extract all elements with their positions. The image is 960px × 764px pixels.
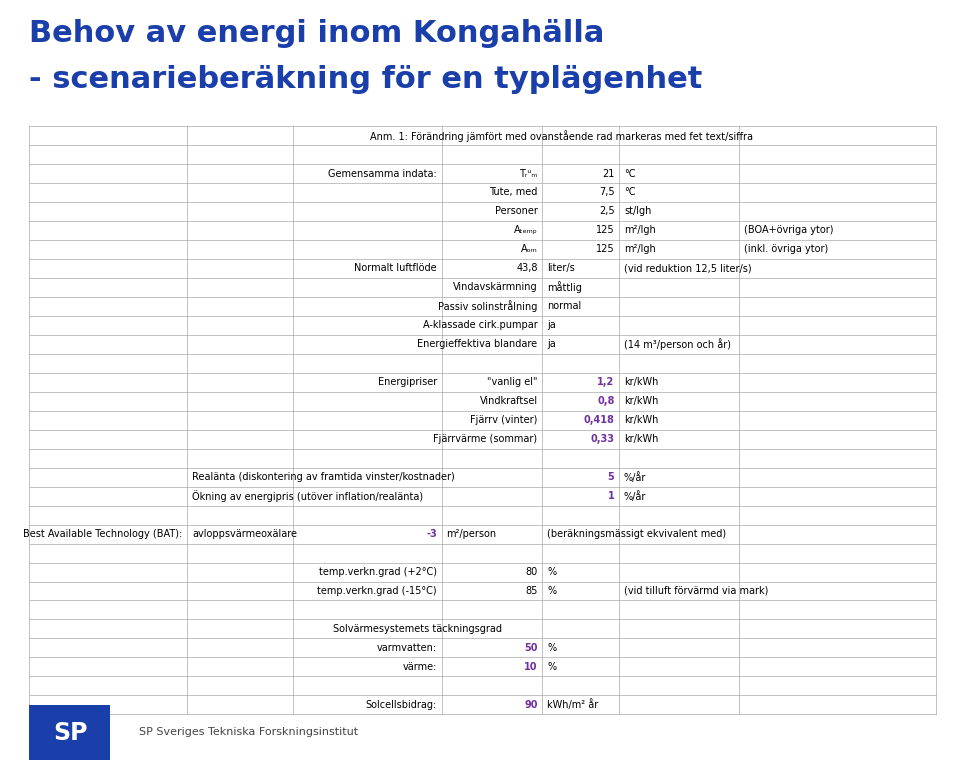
Text: %: % (547, 662, 557, 672)
Text: 125: 125 (596, 244, 614, 254)
Text: m²/lgh: m²/lgh (624, 225, 656, 235)
Text: 2,5: 2,5 (599, 206, 614, 216)
Text: värme:: värme: (402, 662, 437, 672)
Text: °C: °C (624, 169, 636, 179)
Text: 50: 50 (524, 643, 538, 653)
Text: kr/kWh: kr/kWh (624, 397, 659, 406)
Text: Tᵣᵘₘ: Tᵣᵘₘ (519, 169, 538, 179)
Text: 5: 5 (608, 472, 614, 482)
Text: kr/kWh: kr/kWh (624, 415, 659, 426)
Text: kr/kWh: kr/kWh (624, 434, 659, 444)
Text: (vid tilluft förvärmd via mark): (vid tilluft förvärmd via mark) (624, 586, 768, 596)
Text: (14 m³/person och år): (14 m³/person och år) (624, 338, 731, 350)
Text: m²/lgh: m²/lgh (624, 244, 656, 254)
Text: (vid reduktion 12,5 liter/s): (vid reduktion 12,5 liter/s) (624, 264, 752, 274)
Text: Behov av energi inom Kongahälla: Behov av energi inom Kongahälla (29, 19, 604, 48)
Text: temp.verkn.grad (+2°C): temp.verkn.grad (+2°C) (319, 567, 437, 577)
Text: Vindkraftsel: Vindkraftsel (479, 397, 538, 406)
Text: 0,33: 0,33 (590, 434, 614, 444)
Text: Vindavskärmning: Vindavskärmning (453, 283, 538, 293)
Text: Gemensamma indata:: Gemensamma indata: (328, 169, 437, 179)
Text: %: % (547, 643, 557, 653)
Text: Fjärrv (vinter): Fjärrv (vinter) (470, 415, 538, 426)
Text: Solvärmesystemets täckningsgrad: Solvärmesystemets täckningsgrad (333, 624, 502, 634)
Text: Aₒₘ: Aₒₘ (521, 244, 538, 254)
Text: 85: 85 (525, 586, 538, 596)
Text: Best Available Technology (BAT):: Best Available Technology (BAT): (23, 529, 182, 539)
Text: Aₜₑₘₚ: Aₜₑₘₚ (514, 225, 538, 235)
Text: "vanlig el": "vanlig el" (487, 377, 538, 387)
Text: -3: -3 (426, 529, 437, 539)
Text: 7,5: 7,5 (599, 187, 614, 197)
Text: - scenarieberäkning för en typlägenhet: - scenarieberäkning för en typlägenhet (29, 65, 702, 94)
Text: Ökning av energipris (utöver inflation/realänta): Ökning av energipris (utöver inflation/r… (192, 490, 423, 502)
Text: °C: °C (624, 187, 636, 197)
Text: 0,8: 0,8 (597, 397, 614, 406)
Text: Fjärrvärme (sommar): Fjärrvärme (sommar) (434, 434, 538, 444)
Text: A-klassade cirk.pumpar: A-klassade cirk.pumpar (422, 320, 538, 330)
Text: kr/kWh: kr/kWh (624, 377, 659, 387)
Text: 1: 1 (608, 491, 614, 501)
Text: Realänta (diskontering av framtida vinster/kostnader): Realänta (diskontering av framtida vinst… (192, 472, 455, 482)
Text: kWh/m² år: kWh/m² år (547, 699, 598, 711)
Text: %/år: %/år (624, 471, 646, 483)
Text: Tute, med: Tute, med (490, 187, 538, 197)
Text: %: % (547, 567, 557, 577)
Text: 43,8: 43,8 (516, 264, 538, 274)
Text: avloppsvärmeoxälare: avloppsvärmeoxälare (192, 529, 297, 539)
Text: m²/person: m²/person (446, 529, 496, 539)
Text: 80: 80 (525, 567, 538, 577)
Text: Passiv solinstrålning: Passiv solinstrålning (438, 300, 538, 312)
Text: %/år: %/år (624, 490, 646, 501)
Text: (inkl. övriga ytor): (inkl. övriga ytor) (744, 244, 828, 254)
Text: SP Sveriges Tekniska Forskningsinstitut: SP Sveriges Tekniska Forskningsinstitut (139, 727, 358, 737)
Text: temp.verkn.grad (-15°C): temp.verkn.grad (-15°C) (317, 586, 437, 596)
Text: SP: SP (53, 720, 87, 745)
Text: 10: 10 (524, 662, 538, 672)
Text: Anm. 1: Förändring jämfört med ovanstående rad markeras med fet text/siffra: Anm. 1: Förändring jämfört med ovanståen… (371, 130, 753, 141)
Text: 0,418: 0,418 (584, 415, 614, 426)
Text: Energipriser: Energipriser (377, 377, 437, 387)
Text: måttlig: måttlig (547, 281, 582, 293)
Text: (beräkningsmässigt ekvivalent med): (beräkningsmässigt ekvivalent med) (547, 529, 727, 539)
Text: %: % (547, 586, 557, 596)
Text: normal: normal (547, 301, 582, 312)
Text: (BOA+övriga ytor): (BOA+övriga ytor) (744, 225, 833, 235)
Text: Personer: Personer (494, 206, 538, 216)
Text: 90: 90 (524, 700, 538, 710)
Text: varmvatten:: varmvatten: (376, 643, 437, 653)
Text: Solcellsbidrag:: Solcellsbidrag: (366, 700, 437, 710)
FancyBboxPatch shape (29, 705, 110, 760)
Text: 1,2: 1,2 (597, 377, 614, 387)
Text: ja: ja (547, 320, 556, 330)
Text: Normalt luftflöde: Normalt luftflöde (354, 264, 437, 274)
Text: 125: 125 (596, 225, 614, 235)
Text: ja: ja (547, 339, 556, 349)
Text: liter/s: liter/s (547, 264, 575, 274)
Text: 21: 21 (602, 169, 614, 179)
Text: st/lgh: st/lgh (624, 206, 652, 216)
Text: Energieffektiva blandare: Energieffektiva blandare (418, 339, 538, 349)
